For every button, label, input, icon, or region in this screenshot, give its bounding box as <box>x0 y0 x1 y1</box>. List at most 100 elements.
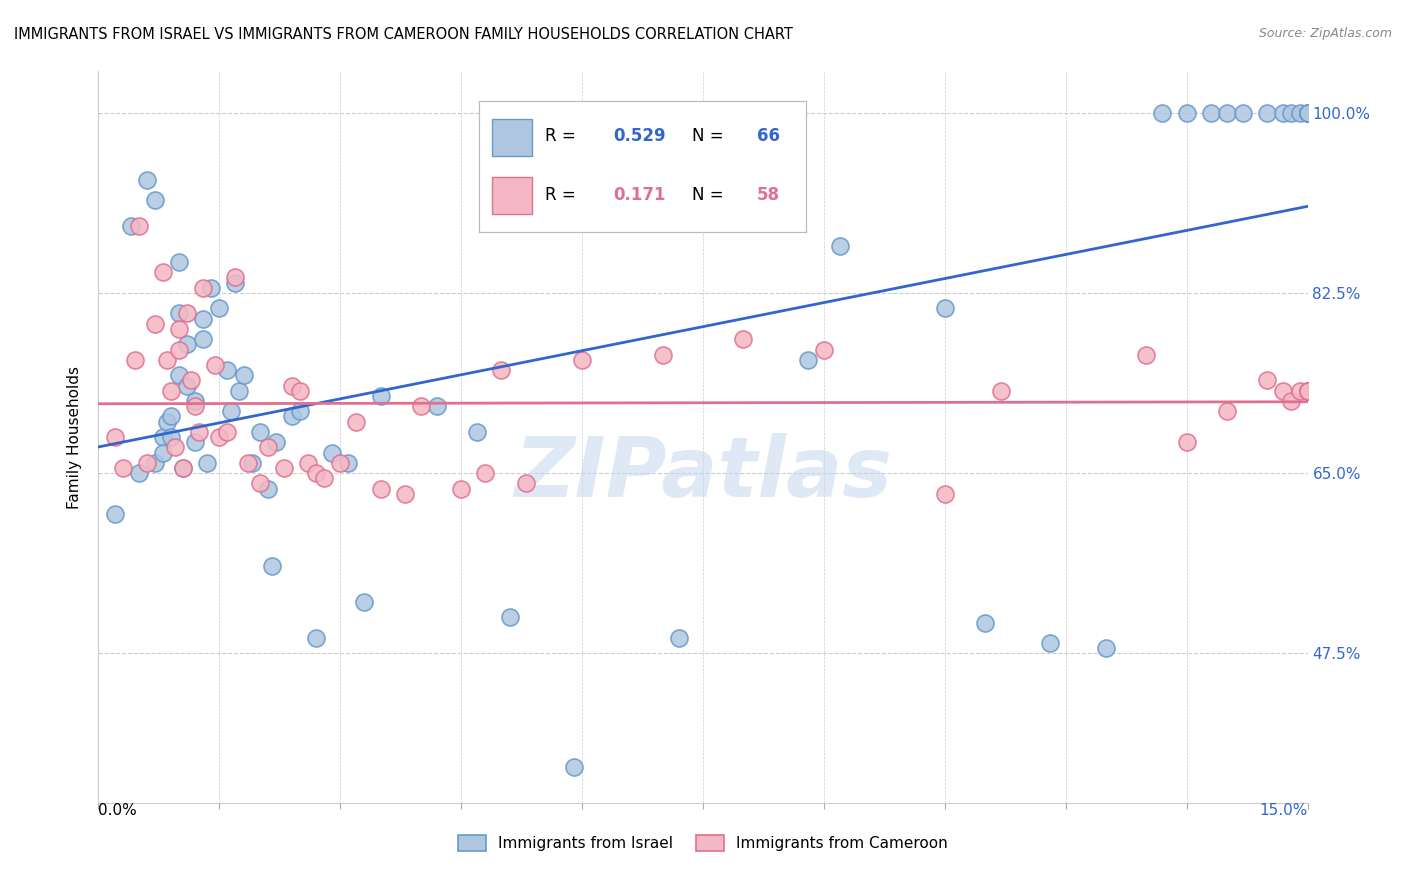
Point <box>260 558 283 573</box>
Point <box>990 384 1012 398</box>
Point <box>1296 105 1319 120</box>
Point <box>156 352 179 367</box>
Point <box>1039 636 1062 650</box>
Point <box>156 415 179 429</box>
Point <box>1232 105 1254 120</box>
Point <box>103 430 125 444</box>
Point <box>193 332 215 346</box>
Point <box>273 461 295 475</box>
Point <box>135 172 157 186</box>
Point <box>152 445 174 459</box>
Point <box>1216 105 1239 120</box>
Point <box>249 425 271 439</box>
Point <box>281 378 304 392</box>
Point <box>1281 394 1303 409</box>
Point <box>974 615 997 630</box>
Text: Source: ZipAtlas.com: Source: ZipAtlas.com <box>1258 27 1392 40</box>
Point <box>1296 105 1319 120</box>
Point <box>204 358 226 372</box>
Point <box>1296 384 1319 398</box>
Point <box>465 425 488 439</box>
Point <box>305 631 328 645</box>
Point <box>353 595 375 609</box>
Point <box>370 482 392 496</box>
Point <box>370 389 392 403</box>
Point <box>1296 384 1319 398</box>
Point <box>224 270 246 285</box>
Point <box>1175 435 1198 450</box>
Point <box>128 466 150 480</box>
Point <box>813 343 835 357</box>
Point <box>124 352 146 367</box>
Point <box>128 219 150 233</box>
Point <box>221 404 243 418</box>
Point <box>103 508 125 522</box>
Point <box>256 482 278 496</box>
Point <box>314 471 336 485</box>
Point <box>195 456 218 470</box>
Point <box>1152 105 1174 120</box>
Point <box>337 456 360 470</box>
Point <box>176 337 198 351</box>
Point <box>111 461 134 475</box>
Point <box>167 322 190 336</box>
Point <box>167 368 190 383</box>
Point <box>264 435 287 450</box>
Point <box>668 631 690 645</box>
Point <box>934 301 956 316</box>
Point <box>409 399 432 413</box>
Point <box>193 281 215 295</box>
Point <box>200 281 222 295</box>
Point <box>1272 105 1295 120</box>
Point <box>120 219 142 233</box>
Point <box>1296 384 1319 398</box>
Point <box>152 265 174 279</box>
Point <box>1272 384 1295 398</box>
Point <box>208 430 231 444</box>
Point <box>1296 105 1319 120</box>
Point <box>1296 384 1319 398</box>
Point <box>1135 348 1157 362</box>
Legend: Immigrants from Israel, Immigrants from Cameroon: Immigrants from Israel, Immigrants from … <box>453 830 953 857</box>
Point <box>305 466 328 480</box>
Point <box>1199 105 1222 120</box>
Point <box>143 317 166 331</box>
Point <box>193 311 215 326</box>
Point <box>163 441 186 455</box>
Point <box>515 476 537 491</box>
Point <box>256 441 278 455</box>
Point <box>1256 105 1278 120</box>
Point <box>450 482 472 496</box>
Point <box>160 384 183 398</box>
Point <box>394 487 416 501</box>
Point <box>491 363 513 377</box>
Point <box>321 445 343 459</box>
Point <box>208 301 231 316</box>
Point <box>143 456 166 470</box>
Point <box>249 476 271 491</box>
Point <box>143 193 166 207</box>
Point <box>571 352 593 367</box>
Point <box>172 461 194 475</box>
Point <box>135 456 157 470</box>
Point <box>281 409 304 424</box>
Text: ZIPatlas: ZIPatlas <box>515 434 891 514</box>
Point <box>1095 641 1118 656</box>
Point <box>1296 384 1319 398</box>
Point <box>236 456 259 470</box>
Point <box>288 384 311 398</box>
Point <box>167 255 190 269</box>
Point <box>1296 105 1319 120</box>
Point <box>176 306 198 320</box>
Point <box>228 384 250 398</box>
Point <box>160 430 183 444</box>
Point <box>152 430 174 444</box>
Point <box>1288 105 1310 120</box>
Point <box>1281 105 1303 120</box>
Point <box>733 332 755 346</box>
Point <box>176 378 198 392</box>
Point <box>167 306 190 320</box>
Point <box>167 343 190 357</box>
Point <box>232 368 254 383</box>
Point <box>172 461 194 475</box>
